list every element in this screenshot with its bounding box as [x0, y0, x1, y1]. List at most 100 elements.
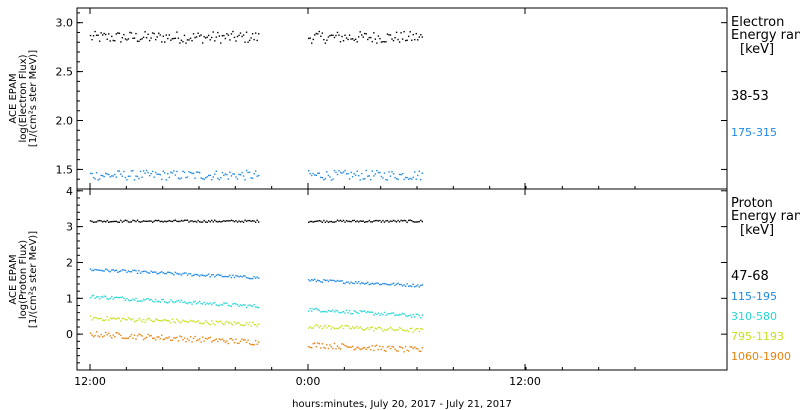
data-point	[186, 338, 189, 340]
data-point	[344, 34, 346, 36]
data-point	[176, 318, 178, 321]
data-point	[389, 312, 392, 315]
data-point	[406, 221, 408, 223]
data-point	[167, 302, 169, 304]
data-point	[154, 219, 157, 222]
data-point	[361, 34, 363, 36]
data-point	[236, 275, 239, 277]
data-point	[329, 34, 331, 37]
data-point	[315, 174, 317, 176]
data-point	[176, 220, 178, 222]
data-point	[136, 319, 139, 322]
data-point	[347, 346, 349, 348]
data-point	[326, 344, 328, 346]
data-point	[353, 349, 355, 351]
data-point	[201, 42, 204, 44]
data-point	[135, 320, 137, 322]
data-point	[376, 169, 378, 172]
data-point	[345, 325, 348, 327]
data-point	[336, 345, 339, 347]
data-point	[392, 39, 395, 42]
data-point	[367, 38, 369, 41]
data-point	[174, 271, 177, 274]
data-point	[254, 324, 257, 326]
data-point	[407, 350, 410, 352]
data-point	[406, 176, 408, 179]
data-point	[229, 338, 231, 340]
data-point	[317, 308, 319, 311]
data-point	[233, 276, 236, 279]
data-point	[377, 171, 380, 174]
data-point	[242, 304, 245, 306]
data-point	[197, 171, 199, 173]
data-point	[194, 300, 196, 303]
data-point	[103, 319, 105, 322]
data-point	[118, 296, 121, 299]
data-point	[147, 297, 149, 300]
data-point	[233, 302, 236, 305]
data-point	[161, 320, 163, 322]
data-point	[162, 338, 164, 341]
data-point	[171, 300, 174, 303]
data-point	[365, 33, 367, 35]
data-point	[112, 39, 114, 42]
data-point	[221, 220, 224, 223]
data-point	[403, 178, 405, 181]
data-point	[421, 220, 424, 223]
data-point	[239, 275, 242, 277]
data-point	[348, 34, 351, 36]
data-point	[220, 221, 222, 223]
data-point	[329, 344, 331, 346]
data-point	[165, 220, 167, 223]
data-point	[339, 219, 342, 222]
data-point	[236, 178, 239, 180]
data-point	[318, 280, 320, 282]
data-point	[100, 220, 102, 222]
data-point	[91, 319, 93, 321]
data-point	[121, 221, 124, 223]
data-point	[194, 321, 196, 323]
data-point	[238, 305, 240, 308]
data-point	[115, 269, 117, 271]
data-point	[235, 323, 237, 325]
legend-subtitle: Energy range	[731, 209, 800, 224]
data-point	[403, 30, 405, 33]
data-point	[109, 221, 111, 223]
data-point	[197, 32, 199, 34]
data-point	[203, 178, 205, 181]
data-point	[186, 302, 189, 305]
data-point	[194, 36, 196, 39]
data-point	[336, 327, 339, 330]
data-point	[214, 276, 216, 278]
data-point	[421, 284, 424, 286]
data-point	[418, 314, 420, 317]
data-point	[159, 271, 161, 274]
data-point	[386, 179, 389, 181]
data-point	[227, 322, 230, 324]
data-point	[180, 39, 183, 41]
data-point	[342, 343, 345, 346]
data-point	[241, 305, 243, 307]
data-point	[215, 36, 217, 38]
data-point	[420, 328, 422, 330]
data-point	[341, 324, 343, 327]
data-point	[100, 174, 102, 177]
data-point	[226, 320, 228, 323]
data-point	[185, 272, 187, 274]
legend-entry: 1060-1900	[731, 350, 791, 363]
y-axis-title-line: ACE EPAM	[8, 73, 19, 123]
data-point	[256, 219, 258, 222]
data-point	[336, 173, 339, 176]
data-point	[359, 310, 361, 312]
data-point	[182, 170, 184, 173]
data-point	[307, 279, 310, 281]
data-point	[180, 321, 183, 323]
data-point	[139, 221, 142, 223]
data-point	[217, 31, 219, 34]
data-point	[103, 270, 105, 272]
data-point	[118, 170, 121, 172]
data-point	[114, 220, 116, 223]
data-point	[233, 220, 236, 223]
data-point	[153, 32, 155, 35]
data-point	[111, 220, 113, 223]
